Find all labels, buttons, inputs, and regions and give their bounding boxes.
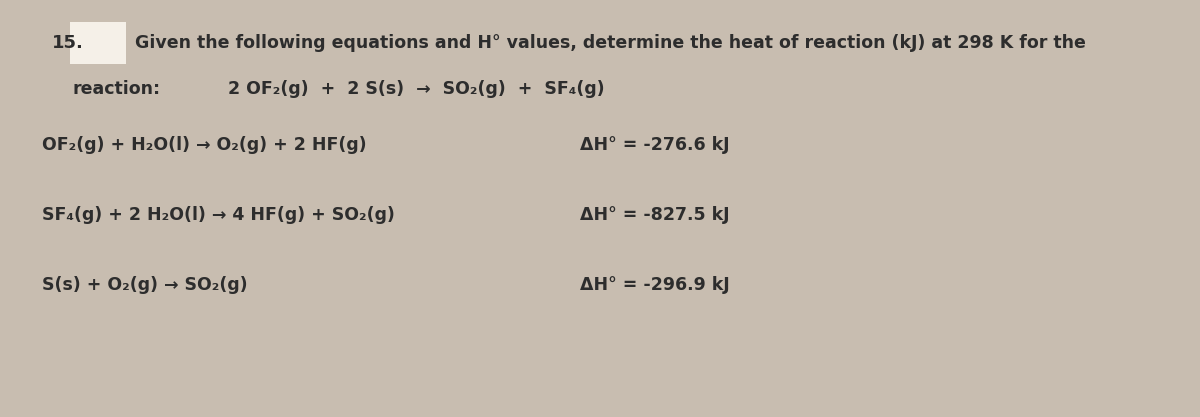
Text: S(s) + O₂(g) → SO₂(g): S(s) + O₂(g) → SO₂(g) — [42, 276, 247, 294]
Text: Given the following equations and H° values, determine the heat of reaction (kJ): Given the following equations and H° val… — [134, 34, 1086, 52]
Text: 15.: 15. — [52, 34, 84, 52]
Text: SF₄(g) + 2 H₂O(l) → 4 HF(g) + SO₂(g): SF₄(g) + 2 H₂O(l) → 4 HF(g) + SO₂(g) — [42, 206, 395, 224]
Text: ΔH° = -296.9 kJ: ΔH° = -296.9 kJ — [580, 276, 730, 294]
FancyBboxPatch shape — [70, 22, 126, 64]
Text: ΔH° = -827.5 kJ: ΔH° = -827.5 kJ — [580, 206, 730, 224]
Text: ΔH° = -276.6 kJ: ΔH° = -276.6 kJ — [580, 136, 730, 154]
Text: reaction:: reaction: — [72, 80, 160, 98]
Text: 2 OF₂(g)  +  2 S(s)  →  SO₂(g)  +  SF₄(g): 2 OF₂(g) + 2 S(s) → SO₂(g) + SF₄(g) — [228, 80, 605, 98]
Text: OF₂(g) + H₂O(l) → O₂(g) + 2 HF(g): OF₂(g) + H₂O(l) → O₂(g) + 2 HF(g) — [42, 136, 367, 154]
